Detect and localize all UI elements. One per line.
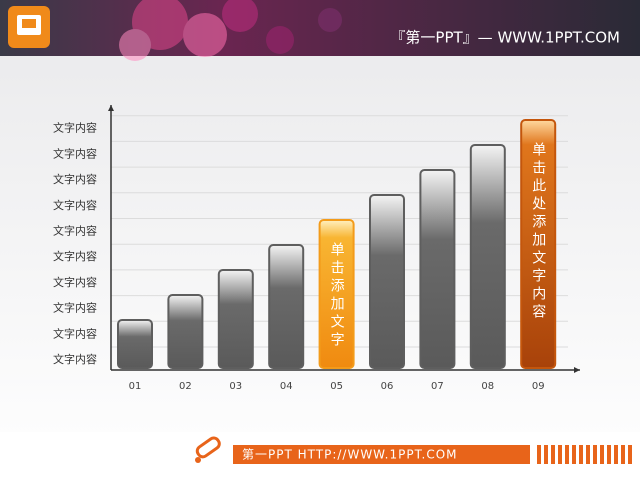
x-tick-label: 09 xyxy=(532,381,545,392)
bar xyxy=(520,119,557,369)
logo-mark-inner xyxy=(22,19,36,28)
footer-text: 第一PPT HTTP://WWW.1PPT.COM xyxy=(242,448,458,462)
y-label: 文字内容 xyxy=(53,326,97,340)
x-tick-label: 05 xyxy=(330,381,343,392)
y-label: 文字内容 xyxy=(53,224,97,238)
stripe xyxy=(565,445,569,464)
stripe xyxy=(572,445,576,464)
y-label: 文字内容 xyxy=(53,249,97,263)
y-label: 文字内容 xyxy=(53,198,97,212)
stripe xyxy=(614,445,618,464)
x-axis-arrow xyxy=(574,367,580,373)
x-tick-label: 03 xyxy=(229,381,242,392)
stripe xyxy=(600,445,604,464)
bar xyxy=(167,294,204,369)
stripe xyxy=(607,445,611,464)
stripe xyxy=(579,445,583,464)
bar-label: 单击此处添加文字内容 xyxy=(530,142,546,322)
bar xyxy=(318,219,355,369)
stripe xyxy=(593,445,597,464)
x-tick-label: 01 xyxy=(129,381,142,392)
bar xyxy=(469,144,506,369)
y-axis-arrow xyxy=(108,105,114,111)
footer-bar xyxy=(233,445,530,464)
stripe xyxy=(544,445,548,464)
chart: 文字内容文字内容文字内容文字内容文字内容文字内容文字内容文字内容文字内容文字内容… xyxy=(53,105,580,392)
bar-label: 单击添加文字 xyxy=(329,242,345,350)
stripe xyxy=(551,445,555,464)
stripe xyxy=(628,445,632,464)
header-text: 『第一PPT』— WWW.1PPT.COM xyxy=(390,29,620,47)
stripe xyxy=(586,445,590,464)
x-tick-label: 07 xyxy=(431,381,444,392)
pencil-icon xyxy=(195,436,221,463)
y-label: 文字内容 xyxy=(53,121,97,135)
bar xyxy=(217,269,254,369)
footer-stripes xyxy=(537,445,632,464)
bar xyxy=(369,194,405,369)
x-tick-label: 08 xyxy=(481,381,494,392)
y-label: 文字内容 xyxy=(53,275,97,289)
stripe xyxy=(621,445,625,464)
y-label: 文字内容 xyxy=(53,146,97,160)
header-bar xyxy=(0,0,640,56)
stripe xyxy=(537,445,541,464)
y-label: 文字内容 xyxy=(53,172,97,186)
y-label: 文字内容 xyxy=(53,352,97,366)
stripe xyxy=(558,445,562,464)
bar xyxy=(419,169,456,369)
x-tick-label: 04 xyxy=(280,381,293,392)
bar xyxy=(268,244,305,369)
x-tick-label: 06 xyxy=(381,381,394,392)
bokeh xyxy=(119,0,342,61)
bar xyxy=(117,319,153,369)
x-tick-label: 02 xyxy=(179,381,192,392)
y-label: 文字内容 xyxy=(53,301,97,315)
